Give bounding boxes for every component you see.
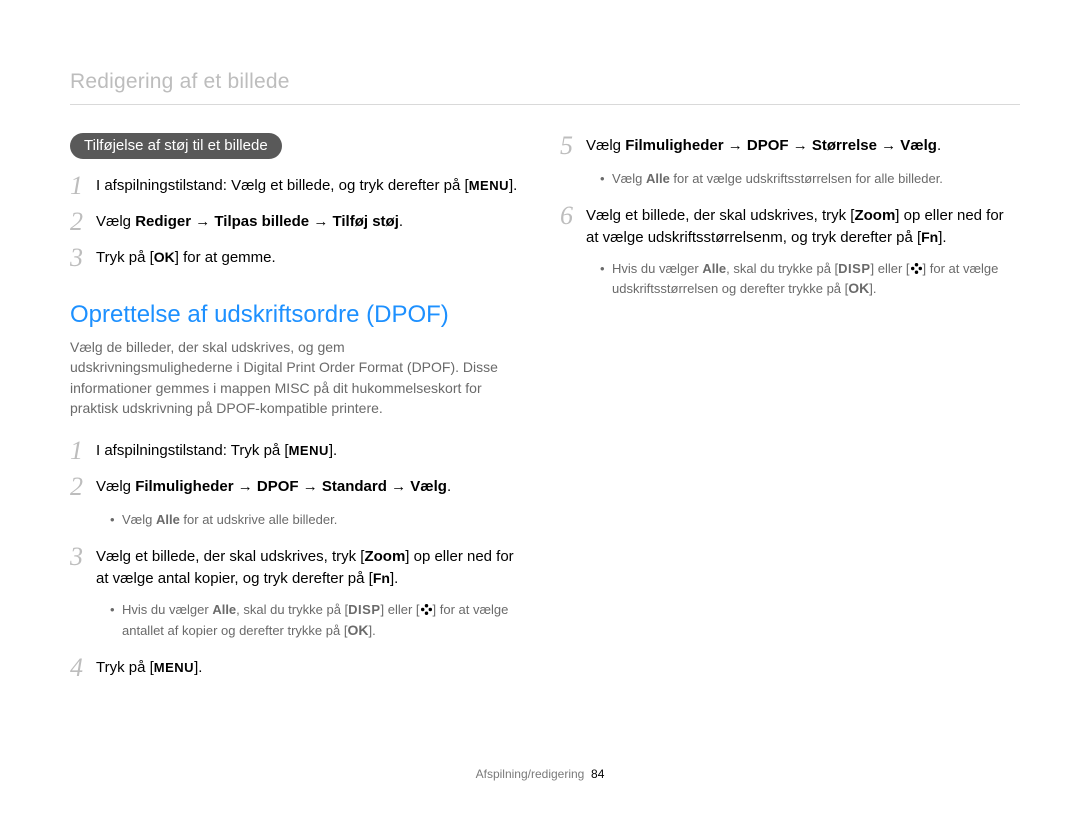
step-body: Tryk på [MENU]. [96, 655, 530, 679]
step: 1I afspilningstilstand: Vælg et billede,… [70, 173, 530, 199]
step-body: I afspilningstilstand: Vælg et billede, … [96, 173, 530, 197]
step-notes: Vælg Alle for at udskrive alle billeder. [110, 510, 530, 530]
macro-icon [910, 261, 923, 276]
dpof-right-steps: 5Vælg Filmuligheder → DPOF → Størrelse →… [560, 133, 1020, 299]
step-note: Hvis du vælger Alle, skal du trykke på [… [110, 600, 530, 641]
page-footer: Afspilning/redigering 84 [0, 767, 1080, 781]
step-body: I afspilningstilstand: Tryk på [MENU]. [96, 438, 530, 462]
macro-icon [420, 602, 433, 617]
step-number: 1 [70, 173, 96, 199]
step-number: 3 [70, 245, 96, 271]
manual-page: Redigering af et billede Tilføjelse af s… [0, 0, 1080, 815]
step-notes: Hvis du vælger Alle, skal du trykke på [… [110, 600, 530, 641]
dpof-left-steps: 1I afspilningstilstand: Tryk på [MENU].2… [70, 438, 530, 680]
footer-page-number: 84 [591, 767, 604, 781]
left-column: Tilføjelse af støj til et billede 1I afs… [70, 133, 530, 691]
step-body: Tryk på [OK] for at gemme. [96, 245, 530, 269]
step-number: 3 [70, 544, 96, 570]
step: 3Tryk på [OK] for at gemme. [70, 245, 530, 271]
section-intro-dpof: Vælg de billeder, der skal udskrives, og… [70, 337, 500, 418]
step: 1I afspilningstilstand: Tryk på [MENU]. [70, 438, 530, 464]
step: 2Vælg Rediger → Tilpas billede → Tilføj … [70, 209, 530, 235]
footer-section-label: Afspilning/redigering [476, 767, 585, 781]
step-number: 2 [70, 209, 96, 235]
step: 4Tryk på [MENU]. [70, 655, 530, 681]
right-column: 5Vælg Filmuligheder → DPOF → Størrelse →… [560, 133, 1020, 691]
breadcrumb: Redigering af et billede [70, 70, 1020, 105]
step-notes: Vælg Alle for at vælge udskriftsstørrels… [600, 169, 1020, 189]
step-number: 1 [70, 438, 96, 464]
step-number: 6 [560, 203, 586, 229]
step-body: Vælg et billede, der skal udskrives, try… [586, 203, 1020, 249]
step: 2Vælg Filmuligheder → DPOF → Standard → … [70, 474, 530, 500]
step-note: Hvis du vælger Alle, skal du trykke på [… [600, 259, 1020, 300]
step-number: 2 [70, 474, 96, 500]
step: 3Vælg et billede, der skal udskrives, tr… [70, 544, 530, 590]
step-body: Vælg Rediger → Tilpas billede → Tilføj s… [96, 209, 530, 233]
step-body: Vælg et billede, der skal udskrives, try… [96, 544, 530, 590]
step-note: Vælg Alle for at udskrive alle billeder. [110, 510, 530, 530]
step-body: Vælg Filmuligheder → DPOF → Størrelse → … [586, 133, 1020, 157]
step-notes: Hvis du vælger Alle, skal du trykke på [… [600, 259, 1020, 300]
step: 6Vælg et billede, der skal udskrives, tr… [560, 203, 1020, 249]
step-body: Vælg Filmuligheder → DPOF → Standard → V… [96, 474, 530, 498]
section-pill-noise: Tilføjelse af støj til et billede [70, 133, 282, 159]
noise-steps: 1I afspilningstilstand: Vælg et billede,… [70, 173, 530, 271]
step-number: 4 [70, 655, 96, 681]
step-note: Vælg Alle for at vælge udskriftsstørrels… [600, 169, 1020, 189]
step: 5Vælg Filmuligheder → DPOF → Størrelse →… [560, 133, 1020, 159]
section-title-dpof: Oprettelse af udskriftsordre (DPOF) [70, 301, 530, 329]
step-number: 5 [560, 133, 586, 159]
content-columns: Tilføjelse af støj til et billede 1I afs… [70, 133, 1020, 691]
